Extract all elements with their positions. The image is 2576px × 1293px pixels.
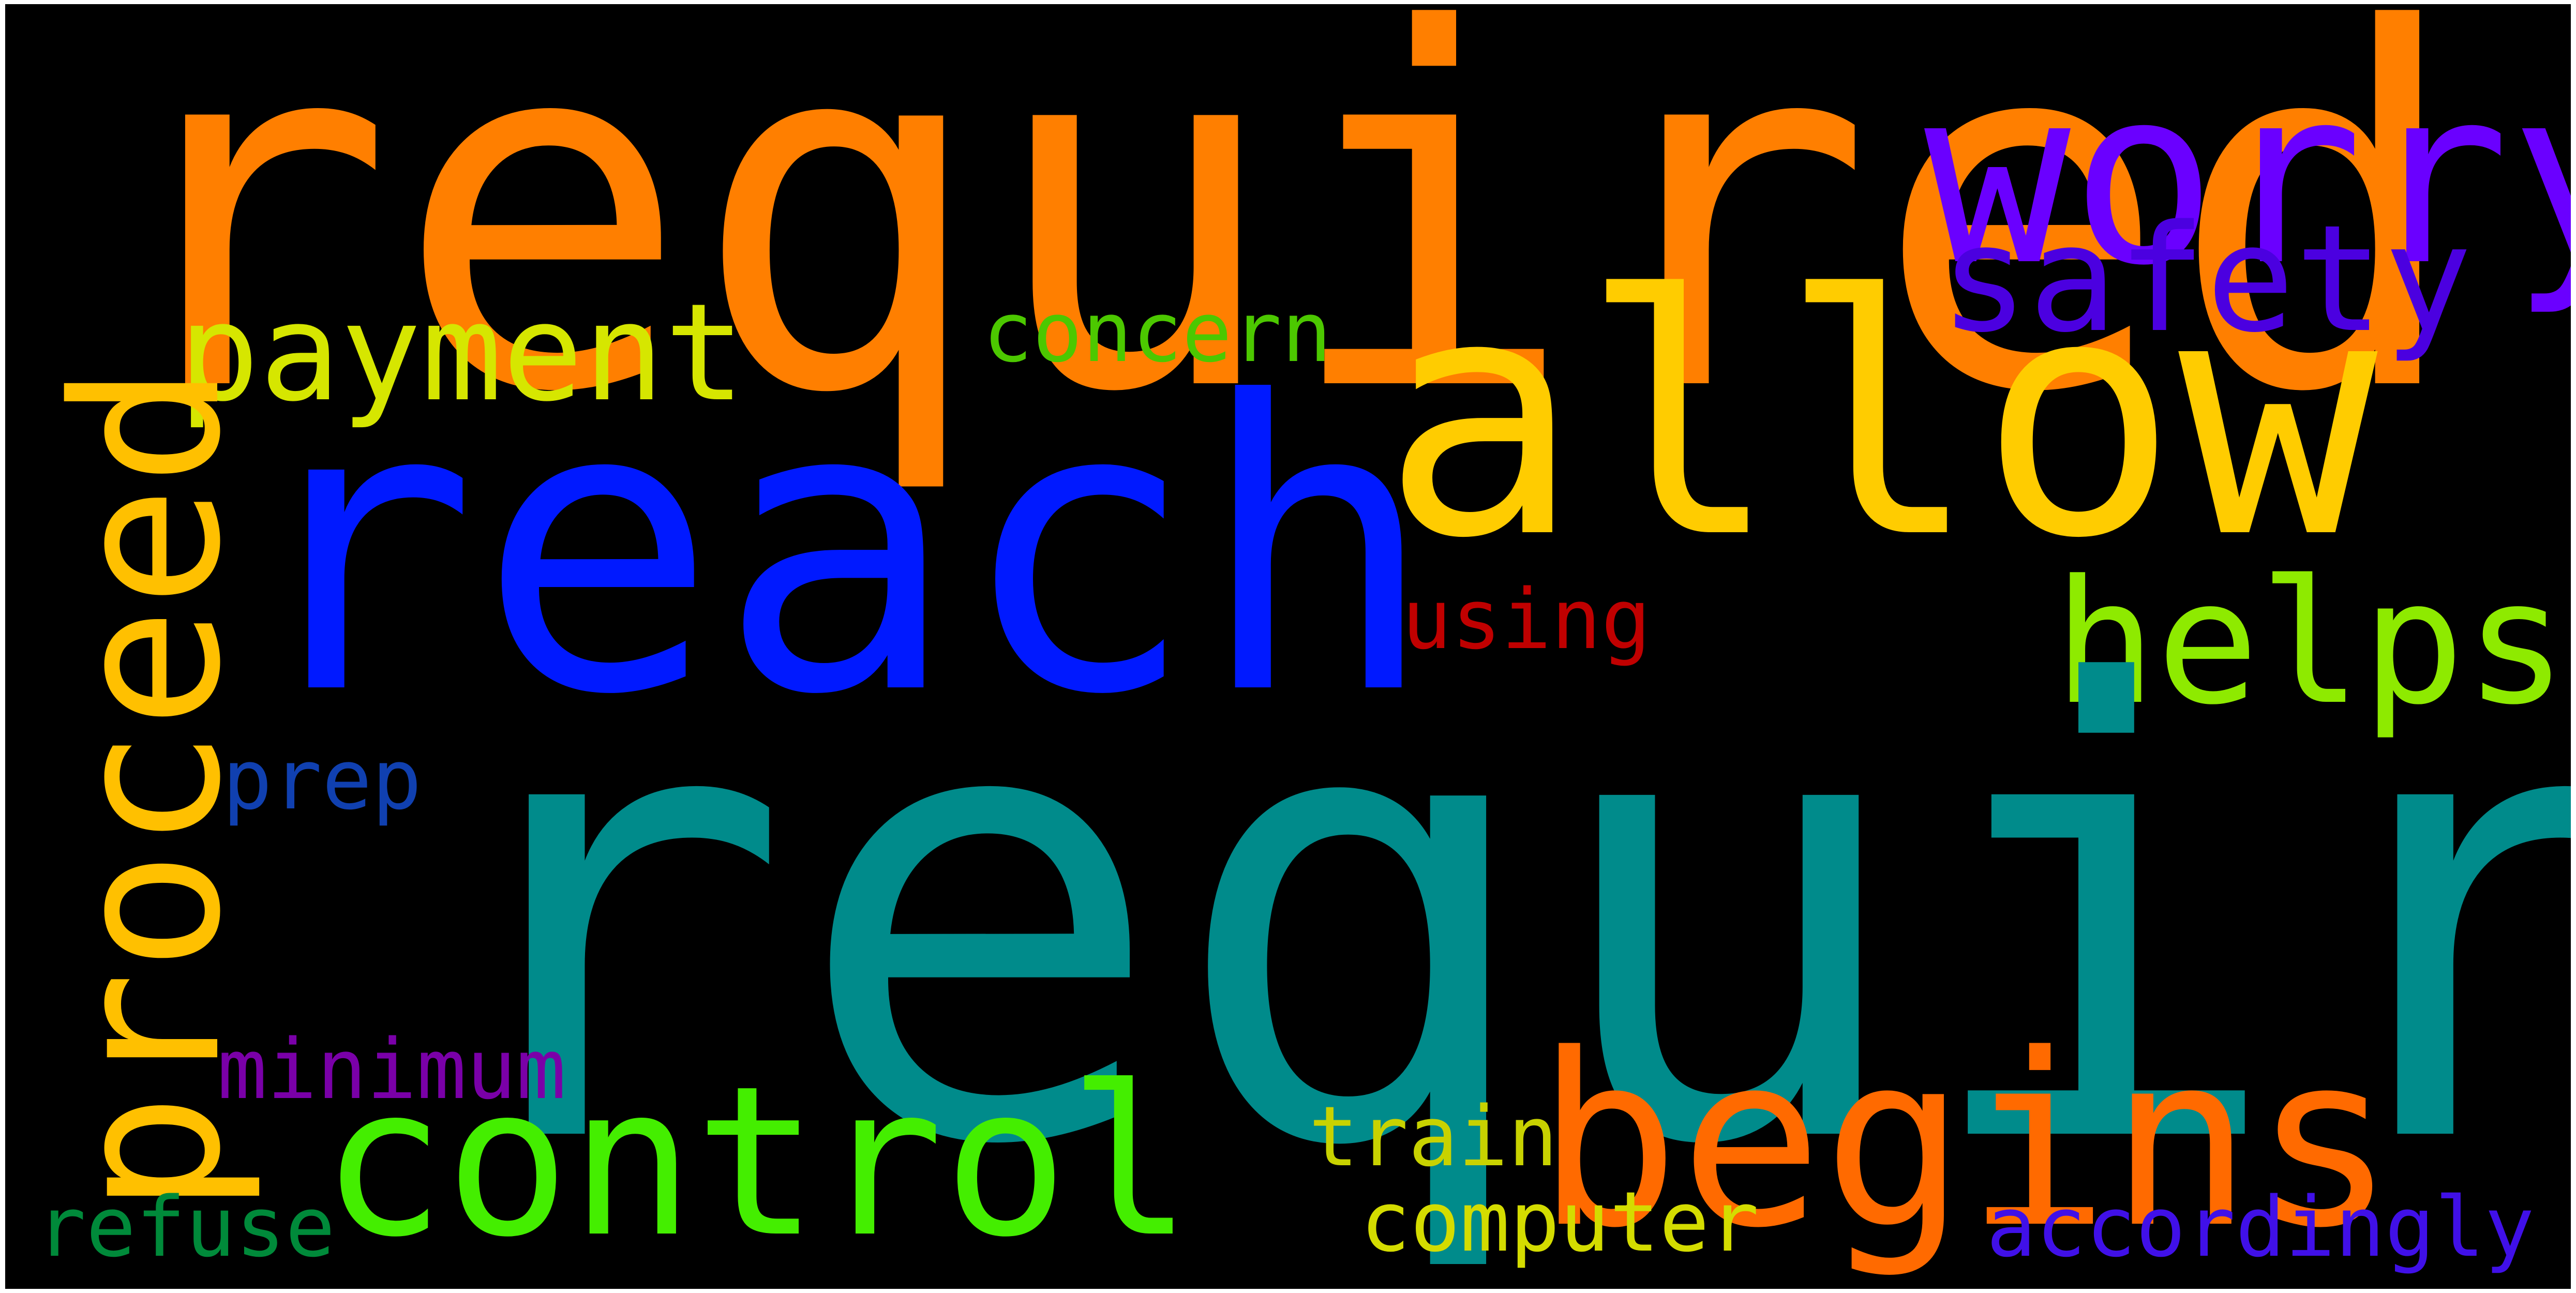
word-train: train bbox=[1309, 1088, 1558, 1185]
word-allow: allow bbox=[1381, 225, 2378, 610]
word-payment: payment bbox=[178, 275, 745, 431]
word-required: required bbox=[98, 4, 2465, 500]
word-require: require bbox=[419, 558, 2571, 1281]
word-computer: computer bbox=[1360, 1174, 1759, 1270]
word-helps: helps bbox=[2054, 544, 2568, 742]
word-control: control bbox=[321, 1042, 1193, 1283]
word-prep: prep bbox=[222, 731, 422, 828]
word-refuse: refuse bbox=[36, 1179, 335, 1275]
word-concern: concern bbox=[983, 284, 1332, 381]
word-cloud: required worry safety allow reach paymen… bbox=[5, 4, 2571, 1289]
word-using: using bbox=[1402, 571, 1651, 668]
word-safety: safety bbox=[1940, 193, 2473, 365]
word-minimum: minimum bbox=[217, 1021, 566, 1118]
word-worry: worry bbox=[1924, 36, 2571, 319]
word-begins: begins bbox=[1536, 1003, 2396, 1280]
word-reach: reach bbox=[238, 318, 1437, 781]
word-accordingly: accordingly bbox=[1986, 1179, 2535, 1275]
